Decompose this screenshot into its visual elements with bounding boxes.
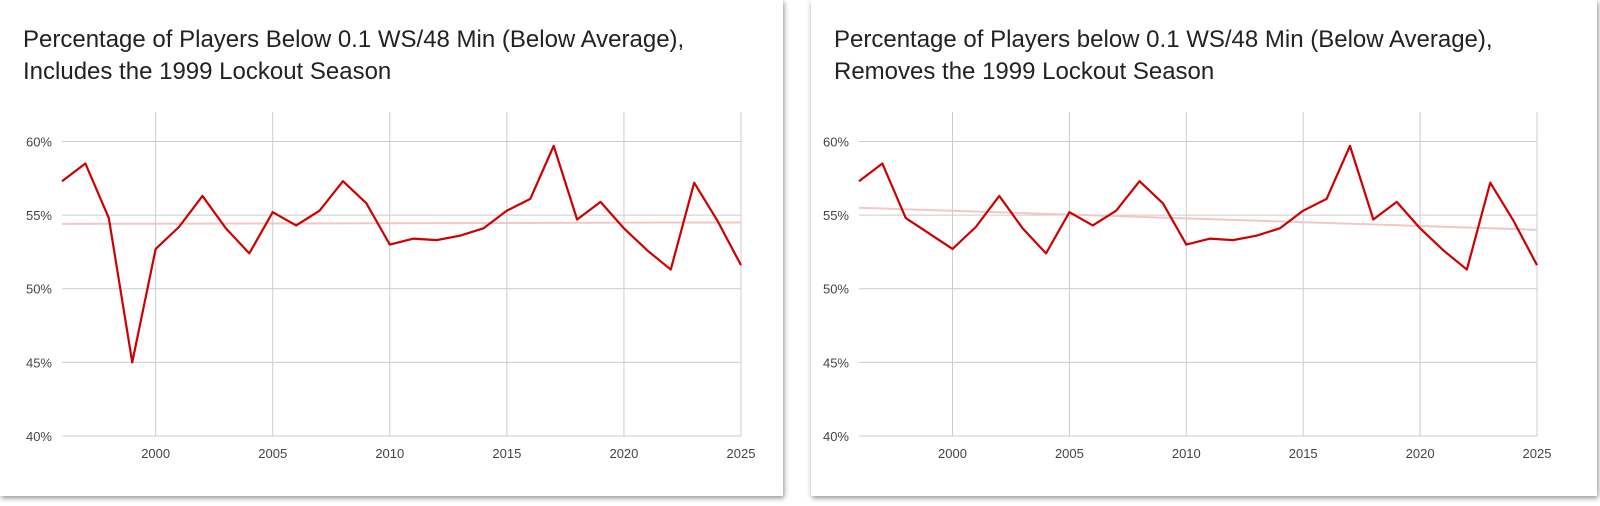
series-line [858,144,1538,271]
x-tick-label: 2010 [375,446,404,461]
gridlines [859,112,1538,437]
chart-panel-includes-1999: Percentage of Players Below 0.1 WS/48 Mi… [0,0,783,496]
chart-title: Percentage of Players Below 0.1 WS/48 Mi… [23,24,684,88]
y-tick-label: 45% [823,355,849,370]
x-tick-label: 2015 [492,446,521,461]
y-tick-label: 55% [26,208,52,223]
chart-title-line-2: Includes the 1999 Lockout Season [23,58,392,85]
y-tick-label: 50% [823,282,849,297]
x-tick-label: 2020 [609,446,638,461]
x-tick-label: 2020 [1406,446,1435,461]
y-tick-label: 45% [26,355,52,370]
x-tick-label: 2005 [258,446,287,461]
trendline [61,221,742,225]
x-tick-label: 2025 [1523,446,1552,461]
chart-panel-removes-1999: Percentage of Players below 0.1 WS/48 Mi… [811,0,1597,496]
y-tick-label: 60% [823,134,849,149]
x-tick-label: 2015 [1289,446,1318,461]
chart-title: Percentage of Players below 0.1 WS/48 Mi… [834,24,1493,88]
gridlines [62,112,742,437]
line-chart-includes-1999: 40% 45% 50% 55% 60% 2000 2005 2010 2015 2020 2025 [26,112,756,461]
y-tick-label: 55% [823,208,849,223]
chart-title-line-1: Percentage of Players Below 0.1 WS/48 Mi… [23,26,685,53]
y-tick-label: 50% [26,282,52,297]
x-tick-label: 2000 [141,446,170,461]
x-tick-label: 2010 [1172,446,1201,461]
x-tick-label: 2000 [938,446,967,461]
chart-title-line-1: Percentage of Players below 0.1 WS/48 Mi… [834,26,1493,53]
trendline [858,206,1538,231]
x-tick-label: 2025 [727,446,756,461]
chart-title-line-2: Removes the 1999 Lockout Season [834,58,1215,85]
series-line [61,144,742,364]
line-chart-removes-1999: 40% 45% 50% 55% 60% 2000 2005 2010 2015 2020 2025 [823,112,1552,461]
y-tick-label: 40% [823,429,849,444]
y-tick-label: 40% [26,429,52,444]
x-tick-label: 2005 [1055,446,1084,461]
y-tick-label: 60% [26,134,52,149]
